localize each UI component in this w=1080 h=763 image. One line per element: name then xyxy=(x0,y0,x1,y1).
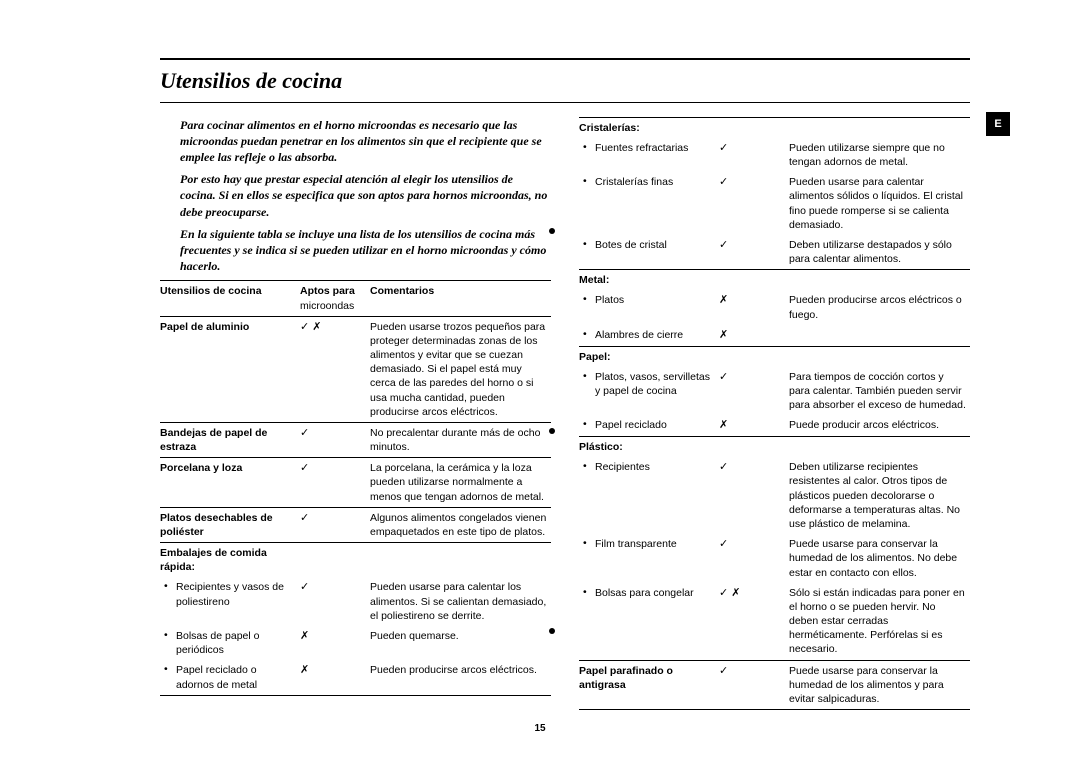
row-embalajes: Embalajes de comidarápida: xyxy=(160,543,300,578)
comment-platos-metal: Pueden producirse arcos eléctricos o fue… xyxy=(789,290,970,324)
row-bolsas-papel: Bolsas de papel o periódicos xyxy=(160,626,300,660)
comment-estraza: No precalentar durante más de ocho minut… xyxy=(370,422,551,457)
margin-dot xyxy=(549,228,555,234)
mark-cristal-fino: ✓ xyxy=(719,172,789,235)
mark-aluminio: ✓ ✗ xyxy=(300,316,370,422)
mark-poliestireno: ✓ xyxy=(300,577,370,626)
row-estraza: Bandejas de papel deestraza xyxy=(160,422,300,457)
comment-parafinado: Puede usarse para conservar la humedad d… xyxy=(789,660,970,710)
row-alambres: Alambres de cierre xyxy=(579,325,719,346)
row-platos-metal: Platos xyxy=(579,290,719,324)
mark-fuentes: ✓ xyxy=(719,138,789,172)
row-porcelana: Porcelana y loza xyxy=(160,458,300,508)
row-cristal-fino: Cristalerías finas xyxy=(579,172,719,235)
comment-poliestireno: Pueden usarse para calentar los alimento… xyxy=(370,577,551,626)
row-papel-reciclado: Papel reciclado xyxy=(579,415,719,436)
comment-porcelana: La porcelana, la cerámica y la loza pued… xyxy=(370,458,551,508)
comment-fuentes: Pueden utilizarse siempre que no tengan … xyxy=(789,138,970,172)
page-title: Utensilios de cocina xyxy=(160,62,970,102)
language-tag: E xyxy=(986,112,1010,136)
rule-top xyxy=(160,58,970,60)
row-botes: Botes de cristal xyxy=(579,235,719,270)
row-parafinado: Papel parafinado oantigrasa xyxy=(579,660,719,710)
intro-p3: En la siguiente tabla se incluye una lis… xyxy=(160,226,551,275)
right-column: Cristalerías: Fuentes refractarias ✓ Pue… xyxy=(579,117,970,710)
margin-dot xyxy=(549,628,555,634)
comment-film: Puede usarse para conservar la humedad d… xyxy=(789,534,970,583)
cat-plastico: Plástico: xyxy=(579,437,719,458)
row-aluminio: Papel de aluminio xyxy=(160,316,300,422)
th-apt: Aptos paramicroondas xyxy=(300,281,370,316)
comment-papel-reciclado-metal: Pueden producirse arcos eléctricos. xyxy=(370,660,551,695)
row-recipientes: Recipientes xyxy=(579,457,719,534)
mark-botes: ✓ xyxy=(719,235,789,270)
mark-film: ✓ xyxy=(719,534,789,583)
mark-recipientes: ✓ xyxy=(719,457,789,534)
mark-parafinado: ✓ xyxy=(719,660,789,710)
comment-botes: Deben utilizarse destapados y sólo para … xyxy=(789,235,970,270)
utensils-table-right: Cristalerías: Fuentes refractarias ✓ Pue… xyxy=(579,117,970,710)
comment-poliester: Algunos alimentos congelados vienen empa… xyxy=(370,507,551,542)
comment-recipientes: Deben utilizarse recipientes resistentes… xyxy=(789,457,970,534)
mark-estraza: ✓ xyxy=(300,422,370,457)
rule-bottom xyxy=(160,102,970,103)
content-columns: Para cocinar alimentos en el horno micro… xyxy=(160,117,970,710)
comment-bolsas-congelar: Sólo si están indicadas para poner en el… xyxy=(789,583,970,660)
row-platos-vasos: Platos, vasos, servilletas y papel de co… xyxy=(579,367,719,416)
comment-platos-vasos: Para tiempos de cocción cortos y para ca… xyxy=(789,367,970,416)
mark-platos-vasos: ✓ xyxy=(719,367,789,416)
th-comments: Comentarios xyxy=(370,281,551,316)
page-number: 15 xyxy=(534,722,545,736)
cat-metal: Metal: xyxy=(579,270,719,291)
comment-papel-reciclado: Puede producir arcos eléctricos. xyxy=(789,415,970,436)
cat-papel: Papel: xyxy=(579,346,719,367)
row-fuentes: Fuentes refractarias xyxy=(579,138,719,172)
comment-aluminio: Pueden usarse trozos pequeños para prote… xyxy=(370,316,551,422)
mark-bolsas-papel: ✗ xyxy=(300,626,370,660)
th-utensils: Utensilios de cocina xyxy=(160,281,300,316)
mark-porcelana: ✓ xyxy=(300,458,370,508)
left-column: Para cocinar alimentos en el horno micro… xyxy=(160,117,551,710)
comment-bolsas-papel: Pueden quemarse. xyxy=(370,626,551,660)
mark-alambres: ✗ xyxy=(719,325,789,346)
row-poliestireno: Recipientes y vasos de poliestireno xyxy=(160,577,300,626)
comment-alambres xyxy=(789,325,970,346)
utensils-table-left: Utensilios de cocina Aptos paramicroonda… xyxy=(160,280,551,695)
mark-papel-reciclado-metal: ✗ xyxy=(300,660,370,695)
mark-bolsas-congelar: ✓ ✗ xyxy=(719,583,789,660)
margin-dot xyxy=(549,428,555,434)
mark-papel-reciclado: ✗ xyxy=(719,415,789,436)
row-papel-reciclado-metal: Papel reciclado o adornos de metal xyxy=(160,660,300,695)
intro-p1: Para cocinar alimentos en el horno micro… xyxy=(160,117,551,166)
row-film: Film transparente xyxy=(579,534,719,583)
comment-cristal-fino: Pueden usarse para calentar alimentos só… xyxy=(789,172,970,235)
row-bolsas-congelar: Bolsas para congelar xyxy=(579,583,719,660)
intro-p2: Por esto hay que prestar especial atenci… xyxy=(160,171,551,220)
mark-poliester: ✓ xyxy=(300,507,370,542)
row-poliester: Platos desechables depoliéster xyxy=(160,507,300,542)
mark-platos-metal: ✗ xyxy=(719,290,789,324)
cat-cristalerias: Cristalerías: xyxy=(579,117,719,138)
